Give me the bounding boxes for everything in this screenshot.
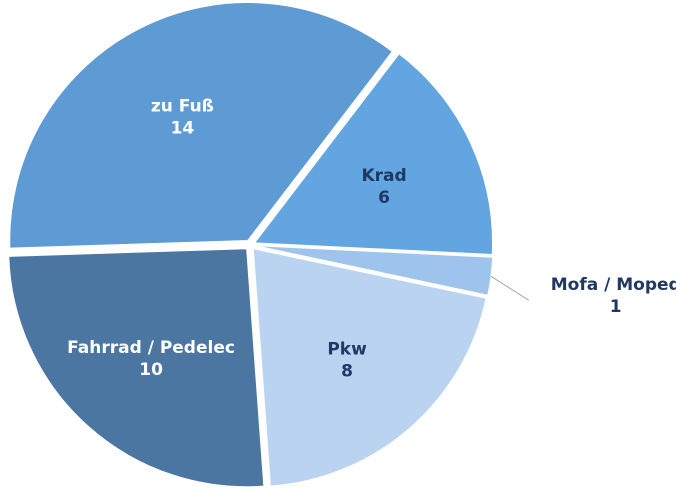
slice-value: 1 [610, 297, 622, 317]
pie-slice [9, 2, 393, 249]
pie-slice [8, 248, 265, 488]
pie-slice [252, 248, 487, 487]
slice-label: Krad [361, 166, 406, 186]
slice-label: Fahrrad / Pedelec [67, 338, 235, 358]
pie-slice [253, 53, 494, 255]
slice-value: 6 [378, 188, 390, 208]
slice-label: zu Fuß [151, 97, 214, 117]
slice-value: 10 [139, 360, 163, 380]
pie-slice [254, 245, 494, 296]
slice-label: Mofa / Moped [551, 275, 676, 295]
slice-value: 14 [171, 119, 195, 139]
slice-value: 8 [341, 361, 353, 381]
slice-label: Pkw [327, 339, 367, 359]
leader-line [490, 275, 529, 301]
